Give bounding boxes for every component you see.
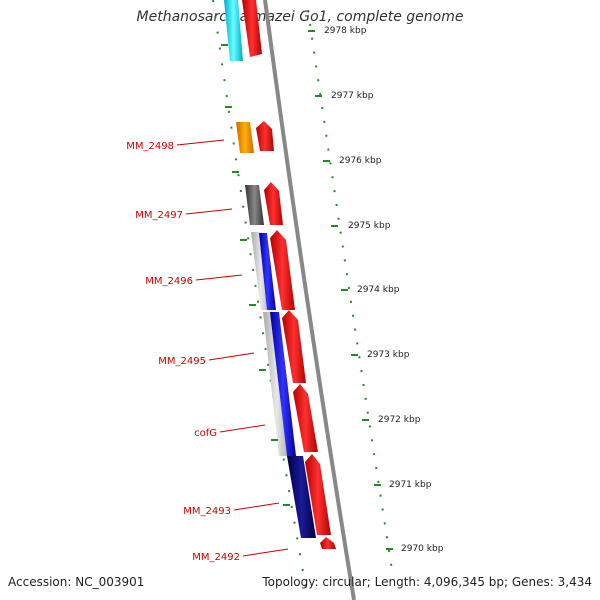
scale-label: 2970 kbp [401, 544, 444, 554]
cog-box-blue-2 [270, 312, 296, 456]
gene-label: MM_2495 [158, 356, 206, 367]
leader-line [233, 502, 280, 511]
cds-arrow [282, 310, 306, 383]
genome-backbone [263, 0, 356, 600]
scale-label: 2976 kbp [339, 156, 382, 166]
cog-box-navy [287, 456, 316, 538]
cds-arrow [320, 537, 336, 549]
cds-arrow [293, 384, 318, 452]
leader-line [185, 208, 233, 215]
leader-line [195, 274, 243, 281]
scale-label: 2977 kbp [331, 91, 374, 101]
leader-line [176, 139, 225, 146]
gene-label: MM_2492 [192, 552, 240, 563]
cds-arrow [305, 454, 331, 535]
cog-box-gray [245, 185, 264, 225]
scale-label: 2975 kbp [348, 221, 391, 231]
leader-line [219, 424, 266, 433]
scale-label: 2974 kbp [357, 285, 400, 295]
genome-summary: Topology: circular; Length: 4,096,345 bp… [262, 575, 592, 589]
cog-box-blue-1 [259, 233, 276, 310]
scale-label: 2971 kbp [389, 480, 432, 490]
scale-label: 2978 kbp [324, 26, 367, 36]
gene-label: cofG [194, 428, 217, 439]
gene-label: MM_2497 [135, 210, 183, 221]
scale-label: 2973 kbp [367, 350, 410, 360]
scale-ticks [308, 30, 393, 550]
gene-labels: MM_2498 MM_2497 MM_2496 MM_2495 cofG MM_… [126, 141, 240, 563]
cds-lane [242, 0, 336, 549]
accession-text: Accession: NC_003901 [8, 575, 145, 589]
cds-arrow [264, 182, 283, 225]
cog-lane [224, 0, 316, 538]
cds-arrow [256, 121, 274, 151]
gene-label: MM_2498 [126, 141, 174, 152]
cog-box-cyan [224, 0, 243, 61]
genome-title: Methanosarcina mazei Go1, complete genom… [136, 9, 464, 25]
leader-line [242, 548, 289, 557]
cds-arrow [270, 230, 295, 310]
cds-arrow [242, 0, 262, 57]
gene-label: MM_2496 [145, 276, 193, 287]
gene-label: MM_2493 [183, 506, 231, 517]
scale-label: 2972 kbp [378, 415, 421, 425]
label-leaders [176, 139, 289, 557]
cog-box-orange [236, 122, 254, 153]
inner-ticks [221, 44, 290, 506]
leader-line [208, 352, 255, 361]
scale-labels: 2978 kbp 2977 kbp 2976 kbp 2975 kbp 2974… [324, 26, 444, 554]
